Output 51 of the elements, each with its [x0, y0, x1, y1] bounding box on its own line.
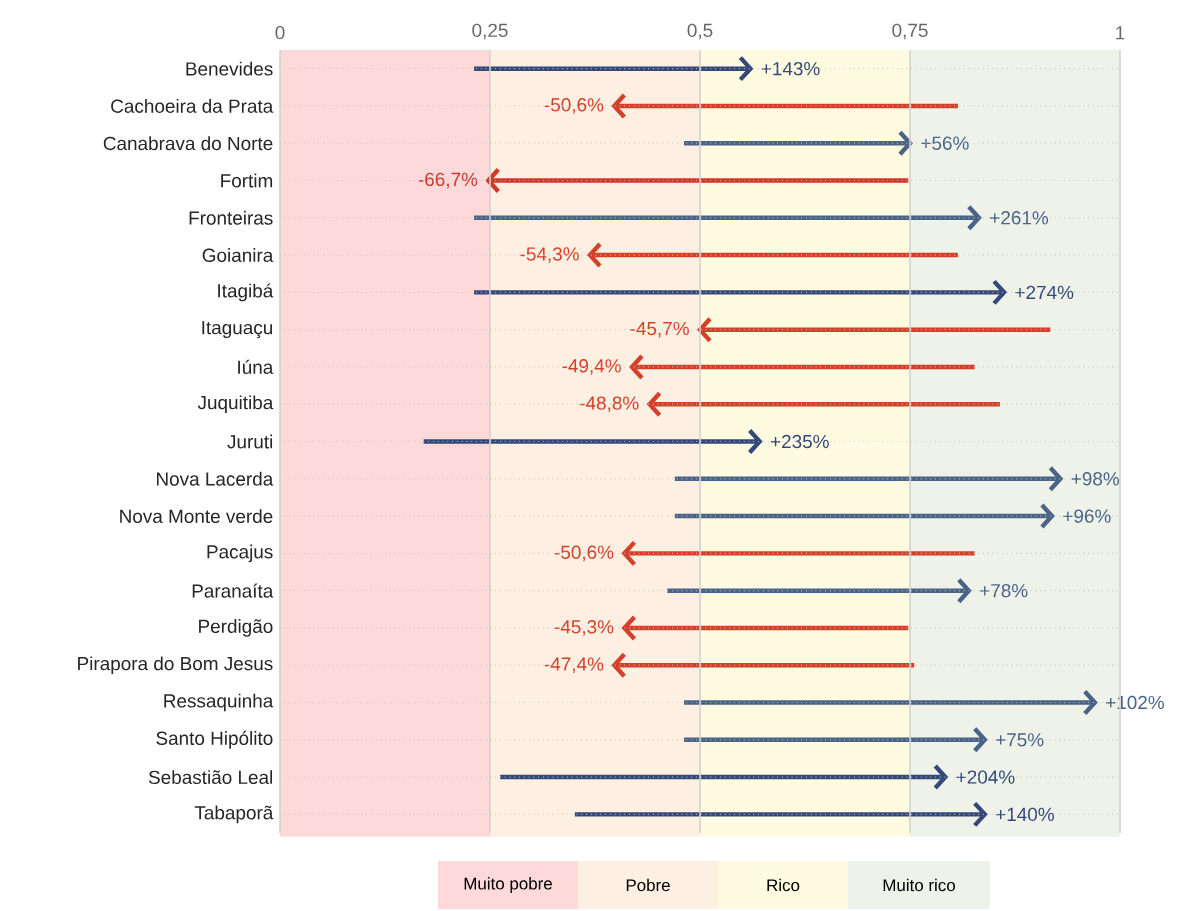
annotation: +204% [956, 770, 1015, 784]
y-tick-label: Pacajus [207, 544, 273, 563]
y-tick-label: Goianira [202, 248, 274, 263]
y-tick-label: Nova Lacerda [157, 471, 274, 486]
y-tick-label: Itagibá [218, 283, 274, 302]
annotation: -45,7% [630, 321, 689, 338]
annotation: +56% [921, 136, 969, 150]
annotation: -54,3% [520, 247, 579, 263]
annotation: +75% [996, 733, 1044, 747]
annotation: -50,6% [554, 545, 614, 562]
annotation: +143% [761, 61, 820, 76]
y-tick-label: Paranaíta [192, 583, 274, 598]
annotation: +140% [996, 807, 1054, 822]
y-tick-label: Tabaporã [194, 805, 274, 824]
x-tick-label: 0,75 [892, 23, 928, 40]
y-tick-label: Sebastião Leal [148, 770, 272, 785]
band-label: Muito rico [883, 878, 955, 892]
x-tick-label: 0,25 [472, 23, 508, 40]
y-tick-label: Nova Monte verde [120, 509, 273, 524]
annotation: +261% [990, 211, 1049, 225]
y-tick-label: Juruti [227, 434, 273, 449]
y-tick-label: Benevides [186, 61, 273, 76]
annotation: +98% [1071, 472, 1120, 486]
y-tick-label: Itaguaçu [202, 321, 273, 339]
annotation: -50,6% [544, 98, 604, 114]
x-tick-label: 1 [1116, 26, 1125, 40]
annotation: +274% [1015, 285, 1074, 300]
y-tick-label: Iúna [238, 359, 274, 374]
band-label: Rico [767, 878, 800, 892]
annotation: +96% [1063, 509, 1111, 523]
x-tick-label: 0,5 [687, 23, 713, 40]
y-tick-label: Santo Hipólito [156, 730, 273, 749]
annotation: -48,8% [580, 396, 639, 413]
y-tick-label: Cachoeira da Prata [111, 98, 274, 113]
x-tick-label: 0 [275, 25, 285, 40]
annotation: +102% [1106, 695, 1164, 710]
annotation: +235% [770, 434, 829, 449]
y-tick-label: Canabrava do Norte [103, 136, 273, 151]
y-tick-label: Pirapora do Bom Jesus [78, 656, 273, 675]
annotation: -47,4% [544, 657, 604, 674]
annotation: +78% [980, 583, 1028, 598]
annotation: -49,4% [562, 359, 621, 375]
band-label: Muito pobre [464, 877, 552, 893]
annotation: -66,7% [418, 172, 478, 189]
y-tick-label: Juquitiba [197, 395, 274, 414]
y-tick-label: Fronteiras [189, 210, 273, 225]
y-tick-label: Ressaquinha [164, 693, 274, 712]
y-tick-label: Fortim [221, 173, 273, 188]
y-tick-label: Perdigão [199, 619, 273, 637]
annotation: -45,3% [554, 620, 614, 636]
band-label: Pobre [626, 878, 670, 892]
